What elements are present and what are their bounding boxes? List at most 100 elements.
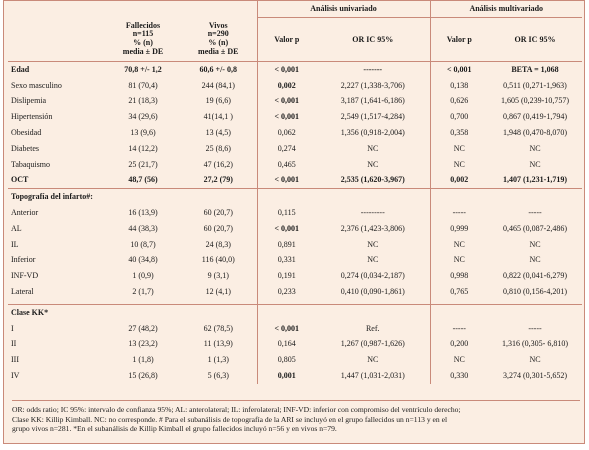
cell-vivos: 41(14,1 ) <box>203 112 233 122</box>
cell-fallecidos: 70,8 +/- 1,2 <box>106 60 180 78</box>
cell-valorp-multi: ----- <box>429 320 488 337</box>
row-label: Anterior <box>11 208 39 218</box>
table-row: IV 15 (26,8) 5 (6,3) 0,001 1,447 (1,031-2,03… <box>8 368 582 384</box>
cell-or-multi: 1,316 (0,305- 6,810) <box>502 339 568 349</box>
cell-valorp-multi: 0,765 <box>429 284 488 300</box>
cell-or-uni: 1,447 (1,031-2,031) <box>340 371 405 381</box>
header-row-groups: Análisis univariado Análisis multivariad… <box>8 1 582 18</box>
cell-vivos: 13 (4,5) <box>205 128 231 138</box>
col-valorp-multi: Valor p <box>429 17 488 62</box>
col-fallecidos: Fallecidos n=115 % (n) media ± DE <box>122 20 164 57</box>
row-label: Hipertensión <box>11 112 53 122</box>
cell-fallecidos: 21 (18,3) <box>128 96 158 106</box>
cell-fallecidos: 13 (23,2) <box>128 339 158 349</box>
cell-fallecidos: 44 (38,3) <box>128 223 158 233</box>
group-multivariate: Análisis multivariado <box>429 1 582 18</box>
cell-fallecidos: 34 (29,6) <box>128 112 158 122</box>
cell-or-multi: 0,465 (0,087-2,486) <box>503 223 567 233</box>
cell-valorp-uni: 0,331 <box>256 252 316 269</box>
cell-fallecidos: 1 (1,8) <box>132 355 154 365</box>
cell-or-multi: NC <box>529 239 541 249</box>
cell-fallecidos: 48,7 (56) <box>128 175 158 185</box>
cell-fallecidos: 15 (26,8) <box>128 371 158 381</box>
cell-or-uni: NC <box>367 239 379 249</box>
row-label: Diabetes <box>11 143 39 153</box>
cell-vivos: 9 (3,1) <box>207 271 229 281</box>
cell-or-uni: Ref. <box>365 323 380 333</box>
cell-or-uni: 1,267 (0,987-1,626) <box>340 339 405 349</box>
cell-valorp-uni: 0,805 <box>256 352 316 369</box>
row-label: Dislipemia <box>11 96 47 106</box>
cell-vivos: 244 (84,1) <box>201 80 235 90</box>
cell-or-uni: NC <box>367 355 379 365</box>
results-table: Análisis univariado Análisis multivariad… <box>8 1 582 384</box>
cell-valorp-uni: < 0,001 <box>256 172 316 189</box>
cell-valorp-uni: 0,002 <box>256 77 316 94</box>
row-label: Inferior <box>11 255 36 265</box>
cell-fallecidos: 13 (9,6) <box>130 128 156 138</box>
cell-or-multi: 0,822 (0,041-6,279) <box>503 271 567 281</box>
cell-or-multi: 0,867 (0,419-1,794) <box>503 112 567 122</box>
cell-fallecidos: 81 (70,4) <box>128 80 158 90</box>
cell-or-multi: 1,407 (1,231-1,719) <box>503 175 567 185</box>
cell-or-multi: NC <box>529 159 541 169</box>
cell-valorp-multi: 0,358 <box>429 125 488 141</box>
cell-vivos: 116 (40,0) <box>201 255 235 265</box>
cell-or-uni: 2,227 (1,338-3,706) <box>340 80 405 90</box>
row-label: INF-VD <box>11 271 39 281</box>
cell-vivos: 25 (8,6) <box>205 143 231 153</box>
section-title: Clase KK* <box>8 303 257 321</box>
row-label: Obesidad <box>11 128 42 138</box>
row-label: Sexo masculino <box>11 80 62 90</box>
cell-valorp-uni: 0,164 <box>256 336 316 353</box>
cell-or-uni: ------- <box>316 60 430 78</box>
table-row: Inferior 40 (34,8) 116 (40,0) 0,331 NC NC NC <box>8 252 582 269</box>
cell-vivos: 60,6 +/- 0,8 <box>180 60 257 78</box>
table-row: Edad 70,8 +/- 1,2 60,6 +/- 0,8 < 0,001 -----… <box>8 60 582 78</box>
cell-valorp-multi: 0,626 <box>429 93 488 110</box>
cell-or-multi: 0,511 (0,271-1,963) <box>503 80 567 90</box>
table-row: INF-VD 1 (0,9) 9 (3,1) 0,191 0,274 (0,034-2,… <box>8 268 582 285</box>
table-row: Obesidad 13 (9,6) 13 (4,5) 0,062 1,356 (0,91… <box>8 125 582 141</box>
section-header-row: Clase KK* <box>8 303 582 321</box>
cell-valorp-uni: 0,191 <box>256 268 316 285</box>
table-row: II 13 (23,2) 11 (13,9) 0,164 1,267 (0,987-1,… <box>8 336 582 353</box>
cell-or-multi: 1,948 (0,470-8,070) <box>503 128 567 138</box>
cell-vivos: 27,2 (79) <box>203 175 233 185</box>
cell-or-multi: NC <box>529 143 541 153</box>
cell-valorp-uni: 0,001 <box>256 368 316 384</box>
row-label: IV <box>11 371 20 381</box>
cell-or-multi: BETA = 1,068 <box>488 60 582 78</box>
cell-valorp-multi: 0,200 <box>429 336 488 353</box>
cell-vivos: 60 (20,7) <box>203 208 233 218</box>
col-valorp-uni: Valor p <box>256 17 316 62</box>
cell-or-multi: ----- <box>528 208 542 218</box>
cell-or-multi: 0,810 (0,156-4,201) <box>503 287 567 297</box>
table-row: Tabaquismo 25 (21,7) 47 (16,2) 0,465 NC NC NC <box>8 156 582 173</box>
cell-fallecidos: 2 (1,7) <box>132 287 154 297</box>
row-label: III <box>11 355 19 365</box>
cell-valorp-uni: < 0,001 <box>256 320 316 337</box>
cell-valorp-uni: < 0,001 <box>256 60 316 78</box>
table-row: Hipertensión 34 (29,6) 41(14,1 ) < 0,001 2,5… <box>8 109 582 126</box>
col-vivos: Vivos n=290 % (n) media ± DE <box>198 20 239 57</box>
cell-or-uni: 2,535 (1,620-3,967) <box>340 175 405 185</box>
cell-or-uni: NC <box>367 255 379 265</box>
group-univariate: Análisis univariado <box>256 1 430 18</box>
table-row: AL 44 (38,3) 60 (20,7) < 0,001 2,376 (1,423-… <box>8 220 582 237</box>
table-row: Anterior 16 (13,9) 60 (20,7) 0,115 ---------… <box>8 205 582 221</box>
cell-valorp-uni: 0,115 <box>256 205 316 221</box>
cell-or-multi: 1,605 (0,239-10,757) <box>501 96 569 106</box>
cell-vivos: 1 (1,3) <box>207 355 229 365</box>
cell-valorp-uni: 0,274 <box>256 140 316 157</box>
cell-valorp-uni: 0,062 <box>256 125 316 141</box>
cell-valorp-multi: 0,002 <box>429 172 488 189</box>
cell-valorp-multi: NC <box>429 236 488 253</box>
cell-vivos: 60 (20,7) <box>203 223 233 233</box>
cell-vivos: 12 (4,1) <box>205 287 231 297</box>
cell-vivos: 5 (6,3) <box>207 371 229 381</box>
row-label: Lateral <box>11 287 34 297</box>
row-label: OCT <box>11 175 29 185</box>
cell-fallecidos: 25 (21,7) <box>128 159 158 169</box>
cell-valorp-multi: NC <box>429 252 488 269</box>
